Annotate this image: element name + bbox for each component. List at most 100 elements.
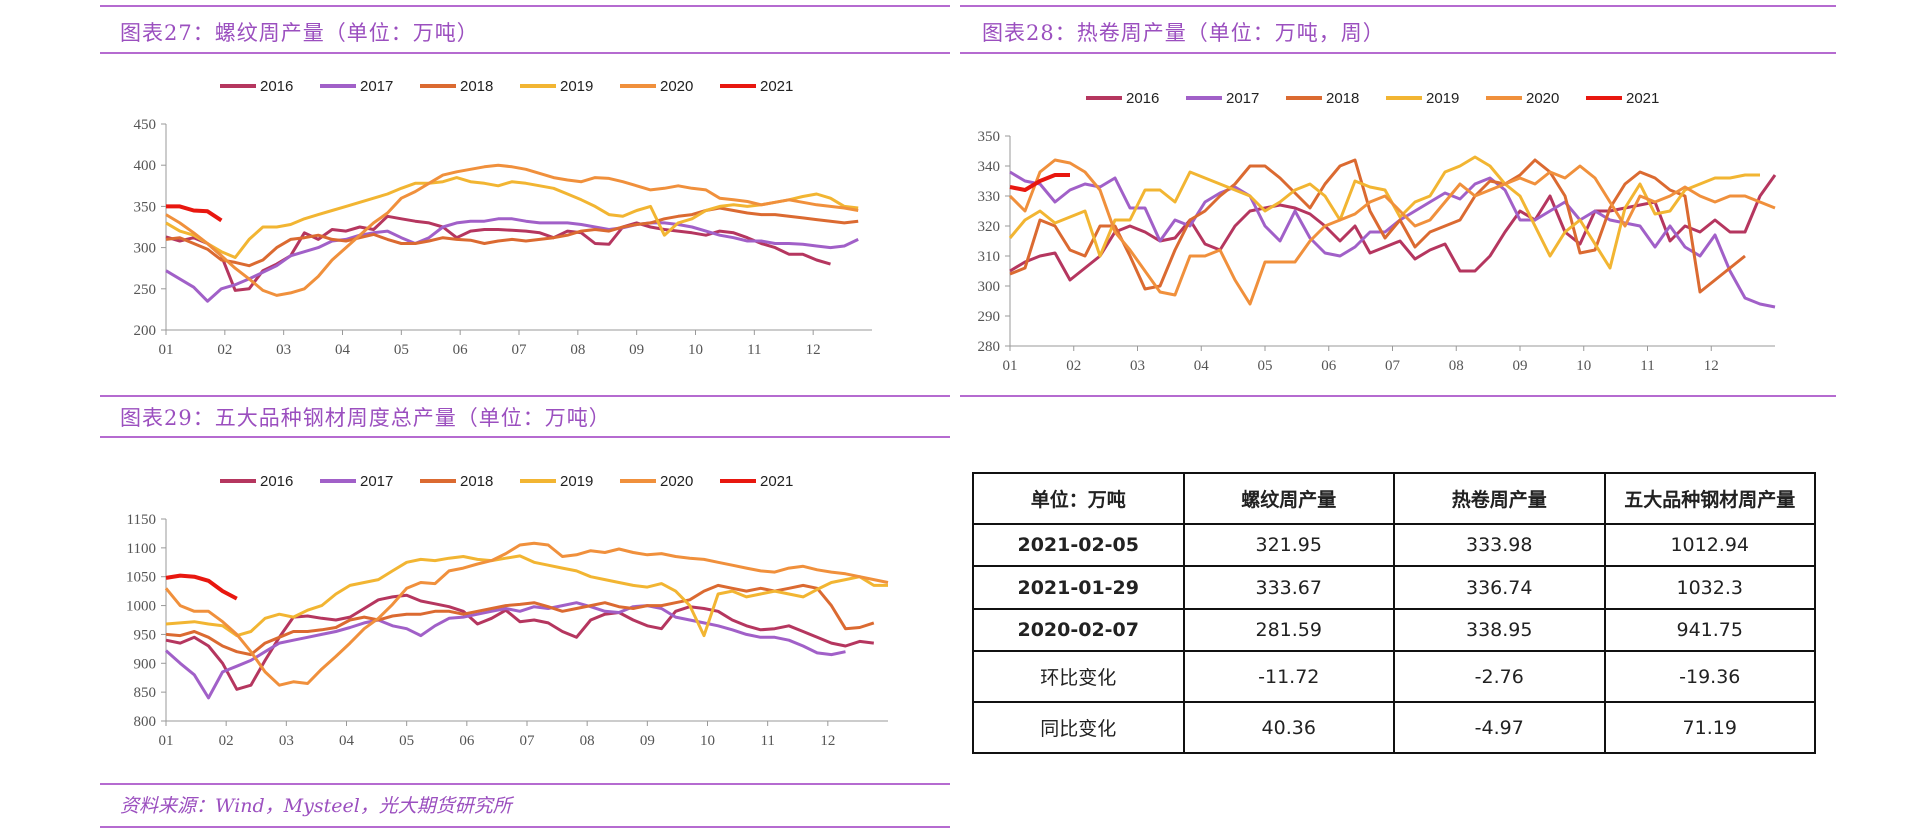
y-tick-label: 200 — [134, 323, 157, 339]
series-line-2021 — [166, 204, 223, 223]
x-tick-label: 03 — [276, 342, 291, 358]
table-header: 螺纹周产量 — [1182, 472, 1395, 525]
x-tick-label: 01 — [1003, 358, 1018, 374]
x-tick-label: 08 — [580, 733, 595, 749]
source-rule — [100, 826, 950, 828]
table-cell: -2.76 — [1393, 650, 1606, 704]
title28-rule — [960, 52, 1836, 54]
table-cell: 941.75 — [1603, 607, 1816, 653]
table-cell: 40.36 — [1182, 701, 1395, 754]
table-cell: 321.95 — [1182, 522, 1395, 568]
legend-label: 2020 — [660, 473, 693, 490]
y-tick-label: 450 — [134, 117, 157, 133]
y-tick-label: 350 — [978, 129, 1001, 145]
table-cell: 336.74 — [1393, 565, 1606, 610]
y-tick-label: 310 — [978, 249, 1001, 265]
series-line-2016 — [165, 593, 874, 691]
chart28-bottom-rule — [960, 395, 1836, 397]
legend-label: 2019 — [1426, 90, 1459, 107]
y-tick-label: 280 — [978, 339, 1001, 355]
x-tick-label: 07 — [512, 342, 528, 358]
table-cell: 281.59 — [1182, 607, 1395, 653]
y-tick-label: 330 — [978, 189, 1001, 205]
chart28-svg: 280 290 300 310 320 330 340 350 01 02 03 04 05 06 07 08… — [978, 90, 1777, 374]
series-line-2016 — [1009, 174, 1777, 282]
series-line-2020 — [1008, 158, 1776, 306]
legend-label: 2021 — [1626, 90, 1659, 107]
x-tick-label: 09 — [640, 733, 655, 749]
chart27-title: 图表27：螺纹周产量（单位：万吨） — [120, 21, 479, 45]
x-tick-label: 02 — [219, 733, 234, 749]
y-tick-label: 900 — [134, 656, 157, 672]
x-tick-label: 08 — [570, 342, 585, 358]
x-tick-label: 05 — [1258, 358, 1273, 374]
table-row: 2021-02-05 321.95 333.98 1012.94 — [972, 522, 1816, 568]
series-line-2019 — [1008, 155, 1760, 270]
y-tick-label: 320 — [978, 219, 1001, 235]
x-tick-label: 06 — [459, 733, 475, 749]
series-line-2021 — [165, 573, 238, 601]
x-tick-label: 11 — [760, 733, 774, 749]
series-line-2018 — [165, 206, 859, 268]
table-cell: -11.72 — [1182, 650, 1395, 704]
x-tick-label: 11 — [747, 342, 761, 358]
series-line-2018 — [1009, 158, 1746, 294]
x-tick-label: 09 — [1513, 358, 1528, 374]
legend-label: 2017 — [360, 78, 393, 95]
series-line-2021 — [1009, 173, 1070, 192]
chart29-title: 图表29：五大品种钢材周度总产量（单位：万吨） — [120, 406, 611, 430]
x-tick-label: 05 — [394, 342, 409, 358]
y-tick-label: 1050 — [126, 570, 156, 586]
y-tick-label: 800 — [134, 714, 157, 730]
x-tick-label: 10 — [1576, 358, 1591, 374]
title27-rule — [100, 52, 950, 54]
x-tick-label: 04 — [339, 733, 355, 749]
table-header-row: 单位：万吨 螺纹周产量 热卷周产量 五大品种钢材周产量 — [972, 472, 1816, 525]
table-header: 单位：万吨 — [972, 472, 1185, 525]
legend-label: 2016 — [260, 78, 293, 95]
x-tick-label: 01 — [159, 342, 174, 358]
series-line-2017 — [165, 217, 859, 303]
table-cell: 333.98 — [1393, 522, 1606, 568]
chart27: 200 250 300 350 400 450 01 02 03 04 05 06 07 08 09 10 11… — [100, 60, 950, 390]
legend-label: 2017 — [360, 473, 393, 490]
y-tick-label: 290 — [978, 309, 1001, 325]
x-tick-label: 04 — [335, 342, 351, 358]
chart28-title: 图表28：热卷周产量（单位：万吨，周） — [982, 21, 1385, 45]
table-header: 五大品种钢材周产量 — [1603, 472, 1816, 525]
table-cell: 333.67 — [1182, 565, 1395, 610]
chart29-svg: 800 850 900 950 1000 1050 1100 1150 01 02 03 04 05 06… — [126, 473, 889, 749]
table-cell: 2020-02-07 — [972, 607, 1185, 653]
y-tick-label: 350 — [134, 199, 157, 215]
table-row: 同比变化 40.36 -4.97 71.19 — [972, 701, 1816, 754]
legend-label: 2018 — [460, 473, 493, 490]
title29-rule — [100, 436, 950, 438]
table-cell: 1032.3 — [1603, 565, 1816, 610]
y-tick-label: 250 — [134, 282, 157, 298]
y-tick-label: 300 — [978, 279, 1001, 295]
y-tick-label: 300 — [134, 241, 157, 257]
table-cell: 2021-02-05 — [972, 522, 1185, 568]
chart29: 800 850 900 950 1000 1050 1100 1150 01 02 03 04 05 06… — [100, 445, 950, 780]
x-tick-label: 05 — [399, 733, 414, 749]
y-tick-label: 1100 — [127, 541, 156, 557]
table-cell: 1012.94 — [1603, 522, 1816, 568]
y-tick-label: 400 — [134, 158, 157, 174]
chart27-bottom-rule — [100, 395, 950, 397]
y-tick-label: 850 — [134, 685, 157, 701]
x-tick-label: 10 — [688, 342, 703, 358]
table-cell: 环比变化 — [972, 650, 1185, 704]
table-cell: 338.95 — [1393, 607, 1606, 653]
series-line-2020 — [165, 163, 859, 297]
x-tick-label: 12 — [820, 733, 835, 749]
x-tick-label: 02 — [217, 342, 232, 358]
table-cell: 同比变化 — [972, 701, 1185, 754]
legend-label: 2021 — [760, 78, 793, 95]
y-tick-label: 1150 — [127, 512, 156, 528]
x-tick-label: 12 — [806, 342, 821, 358]
summary-table: 单位：万吨 螺纹周产量 热卷周产量 五大品种钢材周产量 2021-02-05 3… — [972, 472, 1816, 754]
y-tick-label: 340 — [978, 159, 1001, 175]
x-tick-label: 06 — [1321, 358, 1337, 374]
legend-label: 2016 — [1126, 90, 1159, 107]
x-tick-label: 12 — [1704, 358, 1719, 374]
